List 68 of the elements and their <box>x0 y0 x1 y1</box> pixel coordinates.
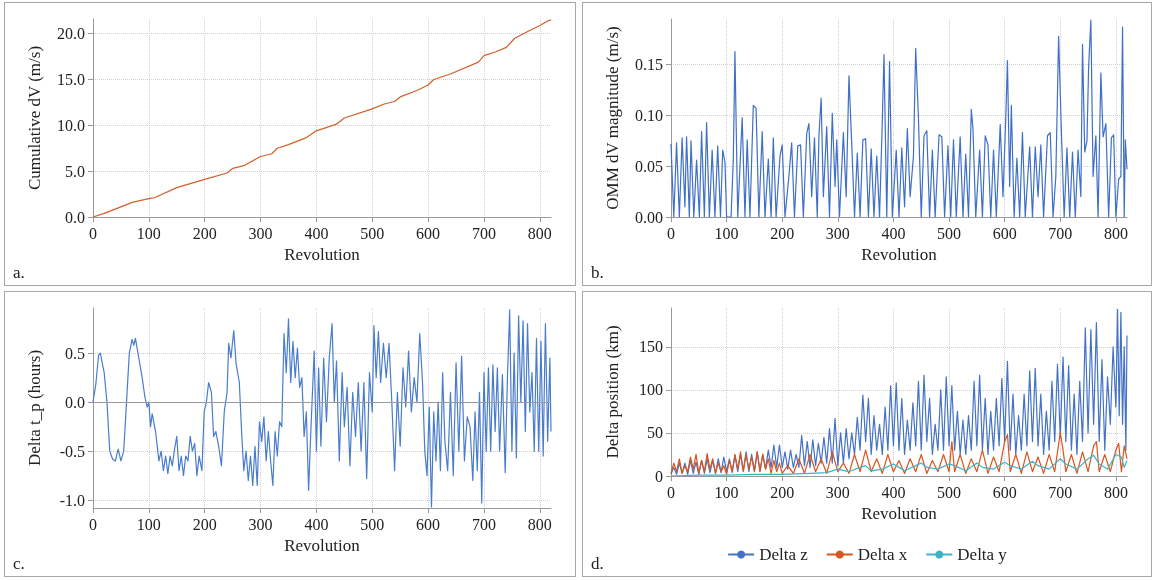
x-tick-label: 200 <box>192 515 217 533</box>
x-tick-label: 0 <box>667 483 675 501</box>
x-tick-label: 600 <box>416 515 441 533</box>
x-tick-label: 500 <box>937 483 962 501</box>
x-tick-label: 400 <box>881 224 906 242</box>
y-tick-label: 0.05 <box>635 157 663 175</box>
y-tick-label: 150 <box>639 338 663 356</box>
x-tick-label: 600 <box>416 224 441 242</box>
legend-label: Delta z <box>759 545 809 564</box>
y-axis-title: OMM dV magnitude (m/s) <box>603 26 622 210</box>
x-tick-label: 200 <box>770 483 795 501</box>
x-tick-label: 200 <box>770 224 795 242</box>
y-tick-label: 0.00 <box>635 208 663 226</box>
x-tick-label: 300 <box>248 224 273 242</box>
x-tick-label: 700 <box>1048 224 1073 242</box>
x-axis-title: Revolution <box>284 535 361 555</box>
x-tick-label: 700 <box>1048 483 1073 501</box>
x-tick-label: 800 <box>1103 224 1128 242</box>
y-tick-label: 0.5 <box>65 344 85 362</box>
x-tick-label: 700 <box>471 515 496 533</box>
y-tick-label: 0.0 <box>65 208 85 226</box>
y-tick-label: 10.0 <box>57 116 85 134</box>
y-axis-title: Cumulative dV (m/s) <box>25 45 44 191</box>
text: c. <box>13 554 25 573</box>
x-tick-label: 400 <box>304 224 329 242</box>
x-axis-title: Revolution <box>284 244 361 264</box>
x-tick-label: 300 <box>825 483 850 501</box>
text: b. <box>591 263 604 282</box>
x-tick-label: 800 <box>527 224 552 242</box>
x-tick-label: 100 <box>136 515 161 533</box>
y-axis-title: Delta t_p (hours) <box>25 349 44 467</box>
y-axis-title: Delta position (km) <box>603 325 622 459</box>
x-axis-title: Revolution <box>861 503 938 523</box>
x-tick-label: 400 <box>881 483 906 501</box>
x-tick-label: 600 <box>992 224 1017 242</box>
y-tick-label: 0.10 <box>635 106 663 124</box>
legend-label: Delta x <box>857 545 908 564</box>
x-tick-label: 800 <box>1103 483 1128 501</box>
y-tick-label: 0.15 <box>635 56 663 74</box>
x-tick-label: 0 <box>89 515 97 533</box>
x-tick-label: 100 <box>714 224 739 242</box>
y-tick-label: 15.0 <box>57 71 85 88</box>
x-axis-title: Revolution <box>861 244 938 264</box>
x-tick-label: 200 <box>192 224 217 242</box>
x-tick-label: 0 <box>667 224 675 242</box>
x-tick-label: 500 <box>360 224 385 242</box>
x-tick-label: 500 <box>937 224 962 242</box>
legend-label: Delta y <box>957 545 1008 564</box>
x-tick-label: 0 <box>89 224 97 242</box>
x-tick-label: 300 <box>248 515 273 533</box>
x-tick-label: 600 <box>992 483 1017 501</box>
x-tick-label: 100 <box>714 483 739 501</box>
x-tick-label: 100 <box>136 224 161 242</box>
y-tick-label: 0.0 <box>65 393 85 411</box>
x-tick-label: 800 <box>527 515 552 533</box>
x-tick-label: 700 <box>471 224 496 242</box>
text: d. <box>591 554 604 573</box>
y-tick-label: 0 <box>655 467 663 485</box>
y-tick-label: 20.0 <box>57 25 85 43</box>
y-tick-label: -1.0 <box>59 491 85 509</box>
y-tick-label: 50 <box>647 424 663 442</box>
x-tick-label: 500 <box>360 515 385 533</box>
y-tick-label: 100 <box>639 381 663 399</box>
x-tick-label: 400 <box>304 515 329 533</box>
y-tick-label: -0.5 <box>59 442 85 460</box>
x-tick-label: 300 <box>825 224 850 242</box>
text: a. <box>13 263 25 282</box>
y-tick-label: 5.0 <box>65 162 85 180</box>
